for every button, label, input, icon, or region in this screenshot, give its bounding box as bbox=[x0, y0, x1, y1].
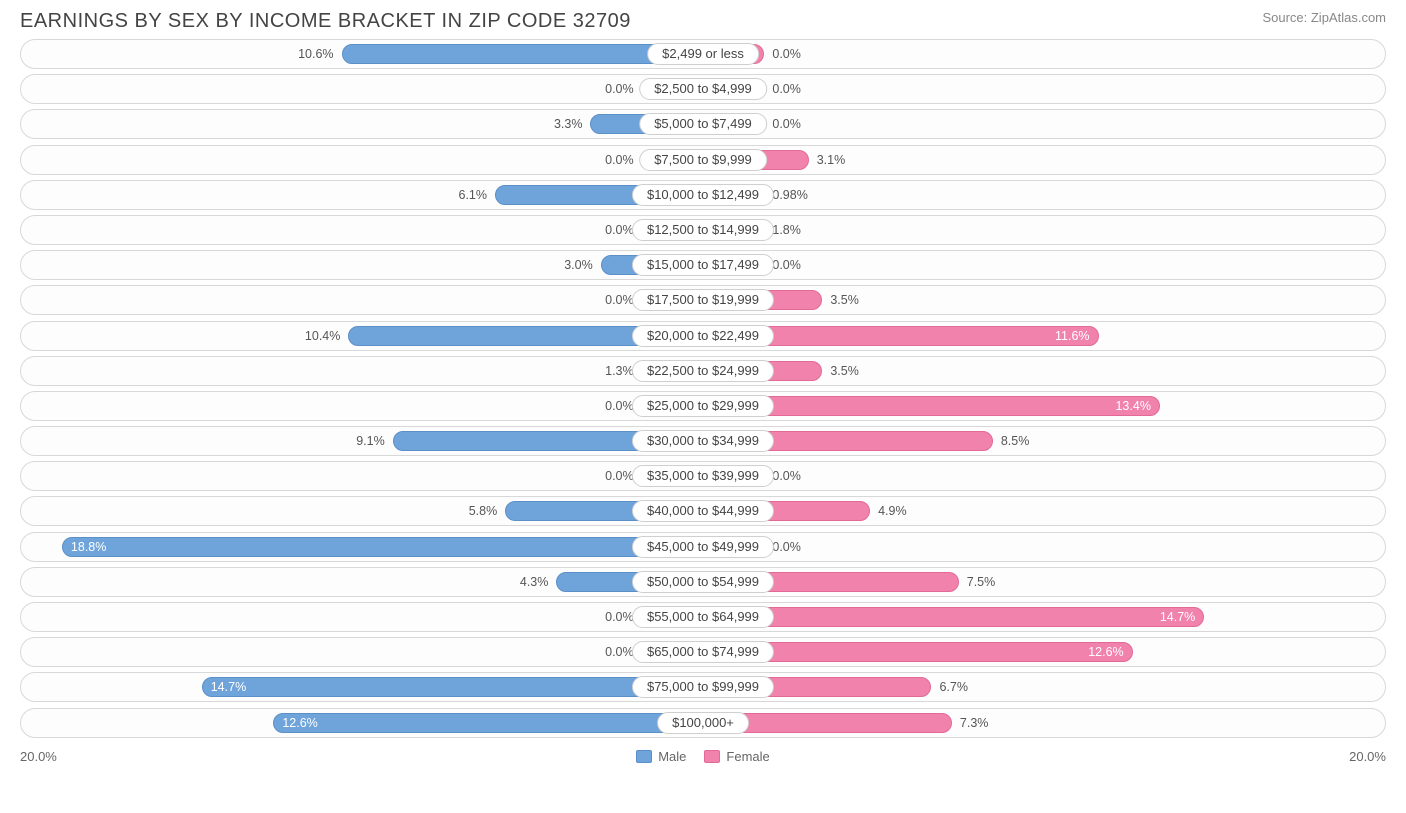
female-value-label: 0.0% bbox=[772, 47, 801, 61]
axis-row: 20.0% Male Female 20.0% bbox=[0, 743, 1406, 764]
female-value-label: 11.6% bbox=[1055, 329, 1090, 343]
male-value-label: 0.0% bbox=[605, 399, 634, 413]
bracket-label: $45,000 to $49,999 bbox=[632, 536, 774, 558]
chart-header: EARNINGS BY SEX BY INCOME BRACKET IN ZIP… bbox=[0, 0, 1406, 39]
bracket-label: $75,000 to $99,999 bbox=[632, 676, 774, 698]
male-value-label: 6.1% bbox=[459, 188, 488, 202]
male-value-label: 0.0% bbox=[605, 223, 634, 237]
axis-right-label: 20.0% bbox=[1349, 749, 1386, 764]
female-value-label: 0.0% bbox=[772, 469, 801, 483]
bracket-label: $2,500 to $4,999 bbox=[639, 78, 767, 100]
legend-item-female: Female bbox=[704, 749, 769, 764]
chart-row: 0.0% 13.4% $25,000 to $29,999 bbox=[20, 391, 1386, 421]
chart-row: 0.0% 0.0%$35,000 to $39,999 bbox=[20, 461, 1386, 491]
female-value-label: 0.98% bbox=[772, 188, 807, 202]
male-value-label: 0.0% bbox=[605, 153, 634, 167]
chart-row: 12.6% 7.3% $100,000+ bbox=[20, 708, 1386, 738]
male-value-label: 0.0% bbox=[605, 469, 634, 483]
legend-item-male: Male bbox=[636, 749, 686, 764]
male-value-label: 12.6% bbox=[282, 716, 317, 730]
female-value-label: 0.0% bbox=[772, 540, 801, 554]
male-value-label: 1.3% bbox=[605, 364, 634, 378]
bracket-label: $17,500 to $19,999 bbox=[632, 289, 774, 311]
bracket-label: $35,000 to $39,999 bbox=[632, 465, 774, 487]
bracket-label: $12,500 to $14,999 bbox=[632, 219, 774, 241]
bracket-label: $30,000 to $34,999 bbox=[632, 430, 774, 452]
bracket-label: $10,000 to $12,499 bbox=[632, 184, 774, 206]
chart-row: 9.1% 8.5% $30,000 to $34,999 bbox=[20, 426, 1386, 456]
female-value-label: 3.1% bbox=[817, 153, 846, 167]
chart-row: 3.3% 0.0% $5,000 to $7,499 bbox=[20, 109, 1386, 139]
chart-row: 5.8% 4.9% $40,000 to $44,999 bbox=[20, 496, 1386, 526]
female-value-label: 0.0% bbox=[772, 258, 801, 272]
bracket-label: $25,000 to $29,999 bbox=[632, 395, 774, 417]
female-value-label: 6.7% bbox=[939, 680, 968, 694]
bracket-label: $100,000+ bbox=[657, 712, 749, 734]
female-bar: 14.7% bbox=[703, 607, 1204, 627]
chart-row: 0.0% 0.0% $2,500 to $4,999 bbox=[20, 74, 1386, 104]
legend-swatch-male bbox=[636, 750, 652, 763]
female-value-label: 0.0% bbox=[772, 117, 801, 131]
female-value-label: 13.4% bbox=[1115, 399, 1150, 413]
bracket-label: $20,000 to $22,499 bbox=[632, 325, 774, 347]
legend-swatch-female bbox=[704, 750, 720, 763]
male-value-label: 0.0% bbox=[605, 82, 634, 96]
bracket-label: $55,000 to $64,999 bbox=[632, 606, 774, 628]
female-value-label: 14.7% bbox=[1160, 610, 1195, 624]
chart-row: 10.6% 0.0% $2,499 or less bbox=[20, 39, 1386, 69]
chart-row: 1.3% 3.5% $22,500 to $24,999 bbox=[20, 356, 1386, 386]
bracket-label: $65,000 to $74,999 bbox=[632, 641, 774, 663]
male-value-label: 3.0% bbox=[564, 258, 593, 272]
chart-row: 10.4% 11.6% $20,000 to $22,499 bbox=[20, 321, 1386, 351]
chart-row: 14.7% 6.7% $75,000 to $99,999 bbox=[20, 672, 1386, 702]
bracket-label: $50,000 to $54,999 bbox=[632, 571, 774, 593]
bracket-label: $40,000 to $44,999 bbox=[632, 500, 774, 522]
female-value-label: 3.5% bbox=[830, 364, 859, 378]
chart-row: 0.0% 3.1% $7,500 to $9,999 bbox=[20, 145, 1386, 175]
female-value-label: 0.0% bbox=[772, 82, 801, 96]
male-value-label: 10.6% bbox=[298, 47, 333, 61]
male-bar: 14.7% bbox=[202, 677, 703, 697]
axis-left-label: 20.0% bbox=[20, 749, 57, 764]
male-value-label: 0.0% bbox=[605, 645, 634, 659]
chart-title: EARNINGS BY SEX BY INCOME BRACKET IN ZIP… bbox=[20, 10, 631, 33]
bracket-label: $7,500 to $9,999 bbox=[639, 149, 767, 171]
male-value-label: 3.3% bbox=[554, 117, 583, 131]
bracket-label: $5,000 to $7,499 bbox=[639, 113, 767, 135]
chart-row: 0.0% 1.8%$12,500 to $14,999 bbox=[20, 215, 1386, 245]
female-value-label: 7.5% bbox=[967, 575, 996, 589]
chart-row: 4.3% 7.5% $50,000 to $54,999 bbox=[20, 567, 1386, 597]
male-value-label: 0.0% bbox=[605, 293, 634, 307]
male-value-label: 10.4% bbox=[305, 329, 340, 343]
chart-source: Source: ZipAtlas.com bbox=[1262, 10, 1386, 25]
male-bar: 12.6% bbox=[273, 713, 703, 733]
female-value-label: 1.8% bbox=[772, 223, 801, 237]
male-value-label: 18.8% bbox=[71, 540, 106, 554]
female-value-label: 8.5% bbox=[1001, 434, 1030, 448]
chart-row: 0.0% 14.7% $55,000 to $64,999 bbox=[20, 602, 1386, 632]
chart-row: 3.0% 0.0%$15,000 to $17,499 bbox=[20, 250, 1386, 280]
bracket-label: $2,499 or less bbox=[647, 43, 759, 65]
legend: Male Female bbox=[636, 749, 770, 764]
male-value-label: 9.1% bbox=[356, 434, 385, 448]
chart-row: 0.0% 12.6% $65,000 to $74,999 bbox=[20, 637, 1386, 667]
legend-label-female: Female bbox=[726, 749, 769, 764]
chart-row: 0.0% 3.5% $17,500 to $19,999 bbox=[20, 285, 1386, 315]
chart-row: 18.8% 0.0%$45,000 to $49,999 bbox=[20, 532, 1386, 562]
female-value-label: 7.3% bbox=[960, 716, 989, 730]
male-value-label: 0.0% bbox=[605, 610, 634, 624]
female-value-label: 12.6% bbox=[1088, 645, 1123, 659]
bracket-label: $22,500 to $24,999 bbox=[632, 360, 774, 382]
chart-row: 6.1% 0.98%$10,000 to $12,499 bbox=[20, 180, 1386, 210]
female-value-label: 3.5% bbox=[830, 293, 859, 307]
male-bar: 18.8% bbox=[62, 537, 703, 557]
male-value-label: 4.3% bbox=[520, 575, 549, 589]
male-value-label: 5.8% bbox=[469, 504, 498, 518]
legend-label-male: Male bbox=[658, 749, 686, 764]
bracket-label: $15,000 to $17,499 bbox=[632, 254, 774, 276]
female-value-label: 4.9% bbox=[878, 504, 907, 518]
male-value-label: 14.7% bbox=[211, 680, 246, 694]
chart-body: 10.6% 0.0% $2,499 or less 0.0% 0.0% $2,500 to… bbox=[0, 39, 1406, 738]
